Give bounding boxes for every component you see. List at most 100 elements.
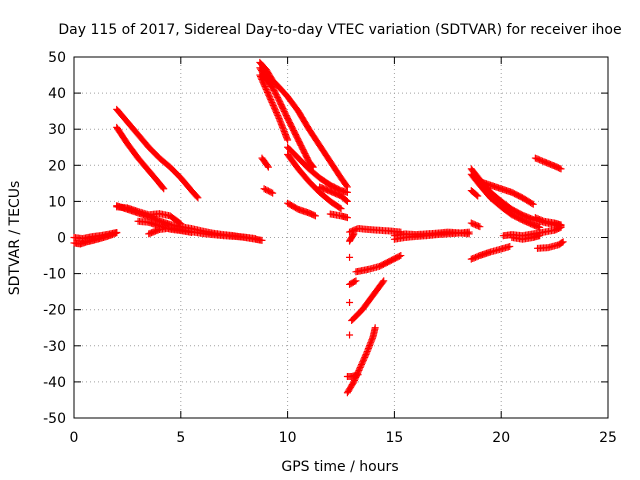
data-series (284, 150, 345, 213)
data-point (395, 252, 403, 260)
data-point (349, 231, 357, 239)
data-series (531, 214, 565, 229)
data-point (352, 277, 360, 285)
data-series (348, 277, 388, 325)
grid (74, 57, 608, 418)
data-series (113, 123, 168, 193)
data-point (342, 196, 350, 204)
data-point (476, 223, 484, 231)
data-point (343, 197, 351, 205)
data-series (256, 58, 351, 191)
data-point (536, 232, 544, 240)
data-series (467, 219, 484, 231)
data-point (473, 191, 481, 199)
y-tick-labels: -50 -40 -30 -20 -10 0 10 20 30 40 50 (43, 50, 66, 427)
data-point (187, 228, 195, 236)
data-series (346, 253, 354, 261)
y-tick-label: -20 (43, 303, 66, 319)
y-tick-label: -30 (43, 339, 66, 355)
data-point (193, 193, 201, 201)
data-point (269, 189, 277, 197)
data-series (326, 210, 351, 222)
data-point (558, 239, 566, 247)
data-point (506, 243, 514, 251)
data-series (256, 71, 292, 144)
x-axis-label: GPS time / hours (281, 459, 398, 475)
data-point (371, 324, 379, 332)
x-tick-label: 20 (492, 430, 510, 446)
y-tick-label: 30 (48, 122, 66, 138)
data-point (337, 205, 345, 213)
x-tick-label: 5 (176, 430, 185, 446)
data-series (531, 154, 565, 173)
data-point (343, 214, 351, 222)
data-point (346, 298, 354, 306)
data-point (538, 217, 546, 225)
data-point (263, 162, 271, 170)
data-point (557, 221, 565, 229)
data-point (284, 136, 292, 144)
y-tick-label: 40 (48, 86, 66, 102)
x-tick-label: 10 (279, 430, 297, 446)
data-series (70, 228, 121, 243)
data-series (284, 143, 351, 196)
data-series (113, 105, 202, 202)
data-point (194, 194, 202, 202)
axis-ticks (73, 56, 609, 419)
data-series (284, 199, 319, 220)
data-series (134, 217, 195, 236)
data-point (474, 192, 482, 200)
data-point (379, 278, 387, 286)
data-point (258, 236, 266, 244)
x-tick-label: 15 (385, 430, 403, 446)
data-point (160, 185, 168, 193)
data-series (258, 154, 272, 171)
data-point (336, 204, 344, 212)
chart-title: Day 115 of 2017, Sidereal Day-to-day VTE… (58, 22, 621, 38)
data-series (346, 277, 360, 288)
y-tick-label: -10 (43, 267, 66, 283)
data-series (467, 170, 544, 231)
data-point (557, 165, 565, 173)
y-tick-label: -50 (43, 411, 66, 427)
y-tick-label: 50 (48, 50, 66, 66)
data-point (350, 230, 358, 238)
data-series (467, 243, 514, 263)
data-point (346, 331, 354, 339)
data-point (474, 222, 482, 230)
data-point (351, 278, 359, 286)
y-tick-label: -40 (43, 375, 66, 391)
data-point (113, 228, 121, 236)
data-series (316, 183, 351, 205)
data-series (346, 230, 358, 245)
data-series (508, 232, 544, 243)
data-point (397, 252, 405, 260)
data-point (346, 253, 354, 261)
data-series (346, 298, 354, 306)
data-series (343, 324, 379, 397)
x-tick-label: 0 (70, 430, 79, 446)
x-tick-label: 25 (599, 430, 617, 446)
data-point (380, 277, 388, 285)
data-point (267, 188, 275, 196)
y-tick-label: 0 (57, 231, 66, 247)
data-point (311, 212, 319, 220)
data-series (260, 185, 277, 197)
x-tick-labels: 0 5 10 15 20 25 (70, 430, 617, 446)
data-point (528, 199, 536, 207)
data-point (159, 184, 167, 192)
data-series (346, 331, 354, 339)
y-axis-label: SDTVAR / TECUs (7, 181, 23, 296)
data-series (476, 178, 537, 208)
y-tick-label: 20 (48, 158, 66, 174)
data-points (70, 58, 567, 397)
data-point (343, 188, 351, 196)
data-point (252, 235, 260, 243)
data-point (342, 182, 350, 190)
data-point (264, 163, 272, 171)
data-point (465, 228, 473, 236)
data-series (467, 187, 482, 200)
y-tick-label: 10 (48, 194, 66, 210)
data-point (529, 200, 537, 208)
